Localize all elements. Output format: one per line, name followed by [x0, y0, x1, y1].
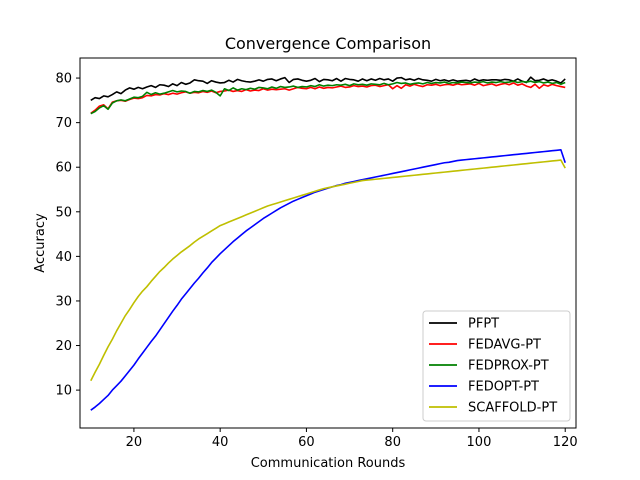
chart-title: Convergence Comparison	[225, 34, 431, 53]
legend-label-1: FEDAVG-PT	[468, 338, 541, 353]
x-axis-label: Communication Rounds	[251, 456, 406, 471]
legend-frame	[422, 310, 571, 422]
y-tick-label: 50	[55, 205, 72, 220]
legend-label-0: PFPT	[468, 317, 499, 332]
x-axis: 20 40 60 80 100 120	[126, 428, 578, 450]
y-axis-label: Accuracy	[33, 213, 48, 273]
legend-label-2: FEDPROX-PT	[468, 359, 549, 374]
legend: PFPT FEDAVG-PT FEDPROX-PT FEDOPT-PT SCAFFOLD…	[422, 310, 571, 422]
y-tick-label: 80	[55, 72, 72, 87]
y-tick-label: 20	[55, 339, 72, 354]
plot-frame	[79, 57, 577, 429]
series-line-0	[90, 76, 566, 102]
legend-label-4: SCAFFOLD-PT	[468, 401, 557, 416]
series-line-2	[90, 80, 566, 115]
series-layer	[90, 76, 566, 411]
series-line-1	[90, 82, 566, 114]
y-tick-label: 60	[55, 161, 72, 176]
x-tick-label: 20	[126, 435, 143, 450]
y-tick-label: 70	[55, 116, 72, 131]
x-tick-label: 40	[212, 435, 229, 450]
y-axis: 10 20 30 40 50 60 70 80	[55, 72, 80, 399]
y-tick-label: 40	[55, 250, 72, 265]
x-tick-label: 120	[553, 435, 578, 450]
x-tick-label: 100	[467, 435, 492, 450]
y-tick-label: 30	[55, 294, 72, 309]
x-tick-label: 80	[384, 435, 401, 450]
legend-label-3: FEDOPT-PT	[468, 380, 539, 395]
series-line-4	[90, 159, 566, 382]
y-tick-label: 10	[55, 384, 72, 399]
x-tick-label: 60	[298, 435, 315, 450]
